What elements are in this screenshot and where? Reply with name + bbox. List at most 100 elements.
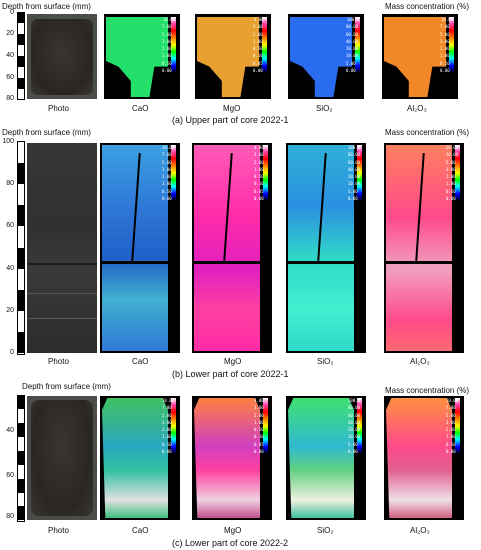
cbar-tick-2-2-2: 60.00: [348, 412, 361, 418]
cbar-c-sio2-max: 100.0: [348, 398, 361, 403]
cbar-tick-1-3-7: 0.00: [446, 196, 456, 201]
cbar-tick-1-2-5: 10.00: [348, 181, 361, 187]
cbar-tick-1-1-7: 0.00: [254, 196, 264, 201]
tick-a-2: 40: [6, 52, 14, 59]
depth-ruler-c: [17, 395, 25, 522]
cbar-tick-2-3-7: 0.00: [446, 449, 456, 454]
label-b-cao: CaO: [132, 357, 149, 366]
label-a-mgo: MgO: [223, 104, 241, 113]
cbar-tick-1-3-1: 10.00: [446, 152, 459, 158]
label-c-cao: CaO: [132, 526, 149, 535]
cbar-tick-2-1-1: 3.00: [254, 405, 264, 411]
label-b-photo: Photo: [48, 357, 69, 366]
cbar-tick-1-3-4: 2.00: [446, 174, 456, 180]
label-c-al2o3: Al₂O₃: [410, 526, 430, 535]
al2o3-map-b: 20.00 10.00 5.00 3.00 2.00 1.00 0.50 0.00: [384, 143, 464, 353]
cbar-tick-0-0-3: 3.00: [162, 38, 172, 44]
tick-a-3: 60: [6, 74, 14, 81]
cbar-tick-0-1-6: 0.05: [253, 60, 263, 66]
cao-map-c: 10.00 7.00 5.00 3.00 2.00 1.00 0.50 0.00: [100, 396, 180, 520]
cbar-tick-2-3-6: 0.50: [446, 441, 456, 447]
cbar-tick-2-1-3: 1.00: [254, 419, 264, 425]
cbar-tick-1-1-5: 0.10: [254, 181, 264, 187]
cbar-tick-2-0-7: 0.00: [162, 449, 172, 454]
cbar-tick-1-0-7: 0.00: [162, 196, 172, 201]
caption-a: (a) Upper part of core 2022-1: [172, 115, 289, 125]
mgo-map-b: 4.00 3.00 2.00 1.00 0.50 0.10 0.05 0.00: [192, 143, 272, 353]
cbar-tick-0-3-7: 0.00: [440, 68, 450, 73]
cbar-tick-0-3-2: 5.00: [440, 31, 450, 37]
cbar-tick-2-3-5: 1.00: [446, 434, 456, 440]
caption-b: (b) Lower part of core 2022-1: [172, 369, 289, 379]
depth-ruler-b: [17, 141, 25, 355]
tick-a-0: 0: [10, 9, 14, 16]
cbar-a-sio2-max: 100.0: [347, 17, 360, 22]
cbar-tick-0-2-1: 80.00: [346, 24, 359, 30]
photo-panel-c: [27, 396, 97, 520]
cbar-c-cao-max: 10.00: [162, 398, 175, 403]
cbar-a-mgo-max: 4.00: [254, 17, 264, 22]
label-c-photo: Photo: [48, 526, 69, 535]
cao-map-a: 10.00 7.00 5.00 3.00 2.00 1.00 0.50 0.00: [104, 14, 180, 99]
cbar-tick-0-3-3: 3.00: [440, 38, 450, 44]
cbar-tick-2-3-1: 7.00: [446, 405, 456, 411]
cao-map-b: 10.00 7.00 5.00 3.00 2.00 1.00 0.50 0.00: [100, 143, 180, 353]
cbar-b-mgo-max: 4.00: [254, 145, 264, 150]
cbar-tick-2-0-4: 2.00: [162, 427, 172, 433]
mgo-map-a: 4.00 3.00 2.00 1.00 0.50 0.10 0.05 0.00: [195, 14, 271, 99]
label-c-sio2: SiO₂: [317, 526, 334, 535]
cbar-tick-2-2-5: 10.00: [348, 434, 361, 440]
cbar-tick-0-1-5: 0.10: [253, 53, 263, 59]
cbar-b-sio2-max: 100.0: [348, 145, 361, 150]
cbar-tick-2-2-6: 5.00: [348, 441, 358, 447]
mass-label-c: Mass concentration (%): [385, 386, 470, 395]
sio2-map-c: 100.0 80.00 60.00 40.00 20.00 10.00 5.00 0.00: [286, 396, 366, 520]
cbar-tick-1-1-2: 2.00: [254, 159, 264, 165]
cbar-tick-0-1-4: 0.50: [253, 46, 263, 52]
label-a-photo: Photo: [48, 104, 69, 113]
cbar-tick-0-3-1: 7.00: [440, 24, 450, 30]
label-b-al2o3: Al₂O₃: [410, 357, 430, 366]
photo-panel-b: [27, 143, 97, 353]
cbar-tick-1-0-2: 5.00: [162, 159, 172, 165]
tick-a-4: 80: [6, 95, 14, 102]
cbar-tick-2-0-6: 0.50: [162, 441, 172, 447]
tick-b-4: 20: [6, 307, 14, 314]
label-b-mgo: MgO: [224, 357, 242, 366]
label-a-sio2: SiO₂: [316, 104, 333, 113]
cbar-tick-1-3-5: 1.00: [446, 181, 456, 187]
cbar-tick-0-2-6: 5.00: [346, 60, 356, 66]
cbar-tick-2-3-3: 3.00: [446, 419, 456, 425]
cbar-c-al2o3-max: 10.00: [446, 398, 459, 403]
cbar-tick-0-3-6: 0.50: [440, 60, 450, 66]
tick-a-1: 20: [6, 30, 14, 37]
cbar-tick-1-2-4: 20.00: [348, 174, 361, 180]
cbar-tick-2-1-6: 0.05: [254, 441, 264, 447]
cbar-c-mgo-max: 4.00: [254, 398, 264, 403]
cbar-tick-1-3-2: 5.00: [446, 159, 456, 165]
photo-panel-a: [27, 14, 97, 99]
cbar-tick-1-2-3: 40.00: [348, 166, 361, 172]
cbar-tick-2-0-3: 3.00: [162, 419, 172, 425]
cbar-a-cao-max: 10.00: [163, 17, 176, 22]
cbar-tick-0-1-7: 0.00: [253, 68, 263, 73]
label-b-sio2: SiO₂: [317, 357, 334, 366]
mass-label-b: Mass concentration (%): [385, 128, 470, 137]
cbar-tick-2-1-7: 0.00: [254, 449, 264, 454]
cbar-tick-1-2-6: 5.00: [348, 188, 358, 194]
cbar-tick-2-1-5: 0.10: [254, 434, 264, 440]
cbar-tick-1-1-4: 0.50: [254, 174, 264, 180]
label-a-cao: CaO: [132, 104, 149, 113]
cbar-tick-0-0-2: 5.00: [162, 31, 172, 37]
cbar-tick-1-0-1: 7.00: [162, 152, 172, 158]
cbar-tick-1-0-6: 0.50: [162, 188, 172, 194]
cbar-tick-0-0-5: 1.00: [162, 53, 172, 59]
cbar-tick-2-2-7: 0.00: [348, 449, 358, 454]
tick-b-0: 100: [2, 138, 14, 145]
cbar-tick-0-1-1: 3.00: [253, 24, 263, 30]
al2o3-map-a: 10.00 7.00 5.00 3.00 2.00 1.00 0.50 0.00: [382, 14, 458, 99]
depth-ruler-a: [17, 12, 25, 100]
cbar-tick-1-1-3: 1.00: [254, 166, 264, 172]
cbar-tick-0-0-1: 7.00: [162, 24, 172, 30]
tick-b-1: 80: [6, 180, 14, 187]
